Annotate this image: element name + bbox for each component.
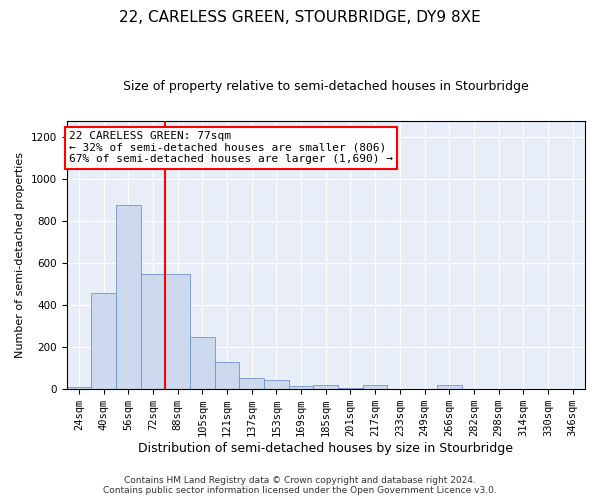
Bar <box>190 336 215 389</box>
Bar <box>313 385 338 389</box>
Bar <box>363 385 388 389</box>
Bar <box>165 274 190 389</box>
Bar <box>140 274 165 389</box>
Bar <box>437 385 461 389</box>
Text: Contains HM Land Registry data © Crown copyright and database right 2024.
Contai: Contains HM Land Registry data © Crown c… <box>103 476 497 495</box>
Title: Size of property relative to semi-detached houses in Stourbridge: Size of property relative to semi-detach… <box>123 80 529 93</box>
Bar <box>91 292 116 389</box>
Bar <box>338 388 363 389</box>
Bar <box>67 387 91 389</box>
Y-axis label: Number of semi-detached properties: Number of semi-detached properties <box>15 152 25 358</box>
Bar <box>289 386 313 389</box>
X-axis label: Distribution of semi-detached houses by size in Stourbridge: Distribution of semi-detached houses by … <box>138 442 513 455</box>
Text: 22 CARELESS GREEN: 77sqm
← 32% of semi-detached houses are smaller (806)
67% of : 22 CARELESS GREEN: 77sqm ← 32% of semi-d… <box>69 131 393 164</box>
Bar <box>239 378 264 389</box>
Bar <box>215 362 239 389</box>
Bar <box>116 204 140 389</box>
Text: 22, CARELESS GREEN, STOURBRIDGE, DY9 8XE: 22, CARELESS GREEN, STOURBRIDGE, DY9 8XE <box>119 10 481 25</box>
Bar <box>264 380 289 389</box>
